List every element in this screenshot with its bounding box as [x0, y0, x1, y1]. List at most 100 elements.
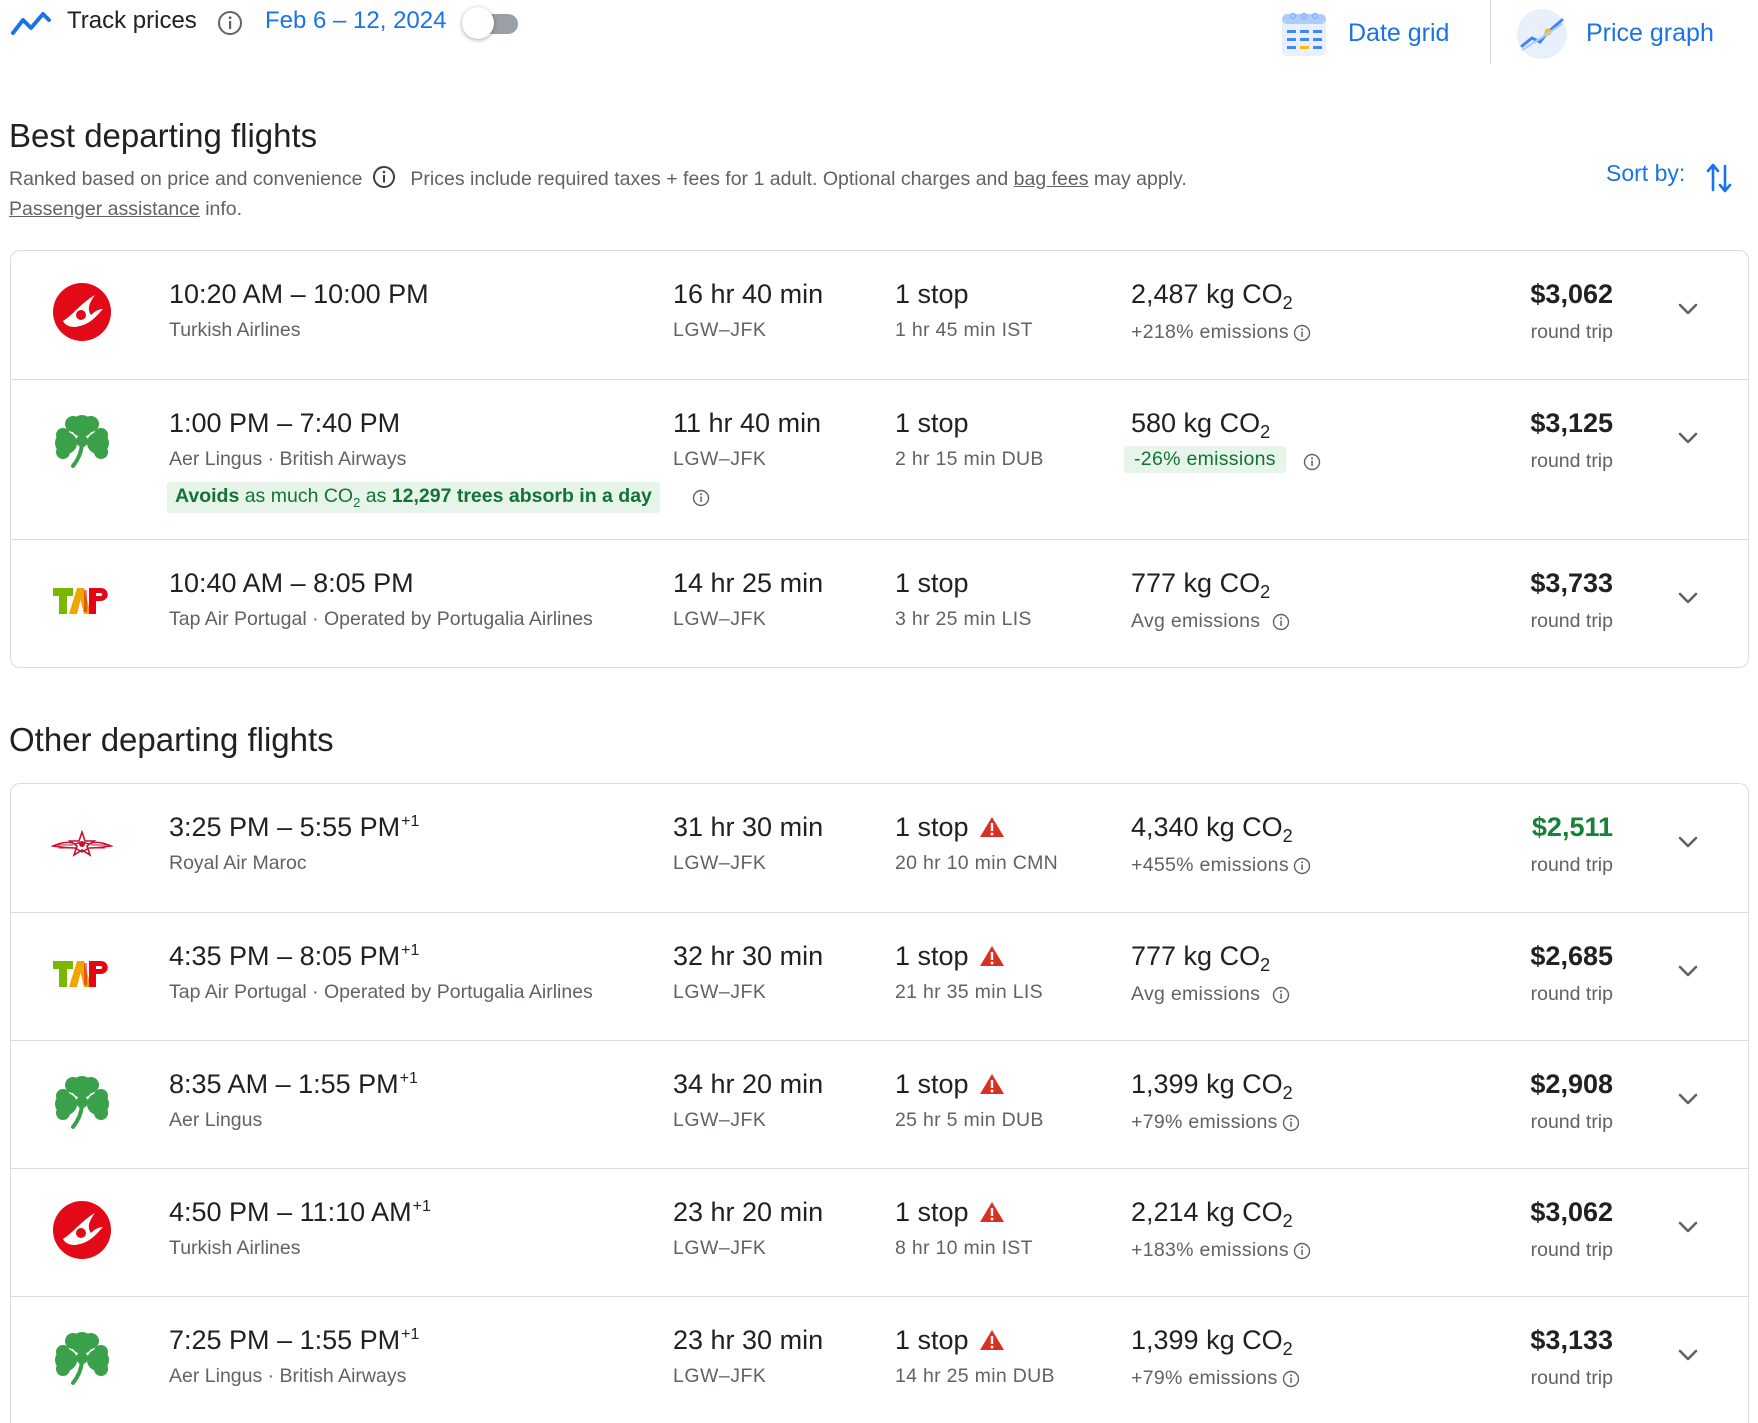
- arrival-time: 8:05 PM: [313, 568, 414, 598]
- eco-as: as: [360, 485, 392, 507]
- sort-by-button[interactable]: Sort by:: [1606, 160, 1686, 186]
- arrival-time: 10:00 PM: [313, 279, 429, 309]
- stops-label: 1 stop: [895, 279, 969, 309]
- layover-info: 20 hr 10 min CMN: [895, 852, 1059, 874]
- trip-type: round trip: [1530, 321, 1613, 343]
- trip-type: round trip: [1530, 854, 1613, 876]
- flight-times: 1:00 PM – 7:40 PM: [169, 408, 401, 438]
- trip-type: round trip: [1530, 450, 1613, 472]
- emissions-info-icon[interactable]: [1282, 1370, 1300, 1388]
- warning-icon[interactable]: [979, 1329, 1005, 1351]
- chevron-down-icon[interactable]: [1674, 957, 1702, 985]
- emissions-info-icon[interactable]: [1293, 324, 1311, 342]
- airline-name: Royal Air Maroc: [169, 852, 307, 874]
- emissions-info-icon[interactable]: [1303, 453, 1321, 471]
- prices-text-end: may apply.: [1088, 168, 1187, 190]
- co2-value: 777 kg CO: [1131, 568, 1261, 598]
- next-day-marker: +1: [401, 813, 420, 830]
- flight-route: LGW–JFK: [673, 1109, 767, 1131]
- stops-count: 1 stop: [895, 1069, 1005, 1100]
- stops-label: 1 stop: [895, 1197, 969, 1227]
- chevron-down-icon[interactable]: [1674, 828, 1702, 856]
- ranked-text: Ranked based on price and convenience: [9, 168, 363, 190]
- warning-icon[interactable]: [979, 1073, 1005, 1095]
- flight-price: $3,133: [1530, 1325, 1613, 1355]
- aer-lingus-logo: [55, 1076, 109, 1129]
- chevron-down-icon[interactable]: [1674, 424, 1702, 452]
- chevron-down-icon[interactable]: [1674, 1341, 1702, 1369]
- passenger-assistance-link[interactable]: Passenger assistance: [9, 198, 200, 220]
- warning-icon[interactable]: [979, 945, 1005, 967]
- flight-route: LGW–JFK: [673, 852, 767, 874]
- flight-times: 10:40 AM – 8:05 PM: [169, 568, 414, 598]
- chevron-down-icon[interactable]: [1674, 295, 1702, 323]
- chevron-down-icon[interactable]: [1674, 584, 1702, 612]
- track-prices-toggle[interactable]: [462, 7, 524, 41]
- info-icon[interactable]: [217, 10, 243, 36]
- tap-air-portugal-logo: [53, 961, 108, 987]
- next-day-marker: +1: [401, 942, 420, 959]
- best-flights-list: 10:20 AM – 10:00 PM Turkish Airlines 16 hr…: [10, 250, 1749, 668]
- stops-count: 1 stop: [895, 1197, 1005, 1228]
- stops-count: 1 stop: [895, 408, 969, 439]
- emissions-info-icon[interactable]: [1282, 1114, 1300, 1132]
- flight-price: $2,685: [1530, 941, 1613, 971]
- eco-badge: Avoids as much CO2 as 12,297 trees absor…: [167, 482, 660, 513]
- info-icon[interactable]: [372, 165, 396, 189]
- arrival-time: 11:10 AM: [299, 1197, 412, 1227]
- aer-lingus-logo: [55, 1332, 109, 1385]
- emissions-info-icon[interactable]: [1293, 857, 1311, 875]
- price-graph-label: Price graph: [1586, 19, 1714, 47]
- flight-route: LGW–JFK: [673, 608, 767, 630]
- eco-info-icon[interactable]: [692, 489, 710, 507]
- sort-icon[interactable]: [1706, 160, 1732, 196]
- flight-row[interactable]: 10:20 AM – 10:00 PM Turkish Airlines 16 hr…: [11, 251, 1748, 379]
- layover-info: 2 hr 15 min DUB: [895, 448, 1044, 470]
- emissions-info-icon[interactable]: [1293, 1242, 1311, 1260]
- flight-route: LGW–JFK: [673, 1365, 767, 1387]
- price-graph-button[interactable]: Price graph: [1516, 6, 1746, 62]
- flight-price: $3,062: [1530, 1197, 1613, 1227]
- flight-row[interactable]: 3:25 PM – 5:55 PM+1 Royal Air Maroc 31 hr …: [11, 784, 1748, 912]
- flight-duration: 23 hr 20 min: [673, 1197, 824, 1227]
- emissions-label: +183% emissions: [1131, 1239, 1289, 1261]
- airline-name: Aer Lingus · British Airways: [169, 448, 407, 470]
- stops-label: 1 stop: [895, 408, 969, 438]
- departure-time: 10:20 AM: [169, 279, 284, 309]
- layover-info: 21 hr 35 min LIS: [895, 981, 1043, 1003]
- co2-value: 4,340 kg CO: [1131, 812, 1283, 842]
- flight-row[interactable]: 8:35 AM – 1:55 PM+1 Aer Lingus 34 hr 20 mi…: [11, 1040, 1748, 1168]
- co2-amount: 580 kg CO2: [1131, 408, 1271, 442]
- departure-time: 7:25 PM: [169, 1325, 270, 1355]
- track-prices-label: Track prices: [67, 7, 197, 34]
- warning-icon[interactable]: [979, 816, 1005, 838]
- warning-icon[interactable]: [979, 1201, 1005, 1223]
- flight-row[interactable]: 1:00 PM – 7:40 PM Aer Lingus · British Ai…: [11, 379, 1748, 539]
- chevron-down-icon[interactable]: [1674, 1085, 1702, 1113]
- flight-price: $3,062: [1530, 279, 1613, 309]
- stops-label: 1 stop: [895, 1069, 969, 1099]
- trip-type: round trip: [1530, 983, 1613, 1005]
- flight-row[interactable]: 10:40 AM – 8:05 PM Tap Air Portugal · Ope…: [11, 539, 1748, 667]
- departure-time: 4:35 PM: [169, 941, 270, 971]
- flight-route: LGW–JFK: [673, 319, 767, 341]
- flight-row[interactable]: 4:50 PM – 11:10 AM+1 Turkish Airlines 23 h…: [11, 1168, 1748, 1296]
- chevron-down-icon[interactable]: [1674, 1213, 1702, 1241]
- co2-amount: 777 kg CO2: [1131, 941, 1271, 975]
- flight-row[interactable]: 7:25 PM – 1:55 PM+1 Aer Lingus · British …: [11, 1296, 1748, 1423]
- stops-label: 1 stop: [895, 568, 969, 598]
- info-suffix: info.: [199, 198, 243, 220]
- airline-name: Turkish Airlines: [169, 319, 301, 341]
- flight-price: $2,511: [1531, 812, 1613, 842]
- co2-amount: 2,487 kg CO2: [1131, 279, 1293, 313]
- flight-row[interactable]: 4:35 PM – 8:05 PM+1 Tap Air Portugal · Op…: [11, 912, 1748, 1040]
- date-grid-button[interactable]: Date grid: [1280, 6, 1470, 62]
- emissions-info-icon[interactable]: [1272, 986, 1290, 1004]
- ranking-info-text: Ranked based on price and convenience Pri…: [9, 164, 1369, 224]
- co2-value: 2,214 kg CO: [1131, 1197, 1283, 1227]
- bag-fees-link[interactable]: bag fees: [1013, 168, 1089, 190]
- emissions-label: +218% emissions: [1131, 321, 1289, 343]
- airline-name: Tap Air Portugal · Operated by Portugali…: [169, 981, 593, 1003]
- arrival-time: 1:55 PM: [299, 1325, 401, 1355]
- emissions-info-icon[interactable]: [1272, 613, 1290, 631]
